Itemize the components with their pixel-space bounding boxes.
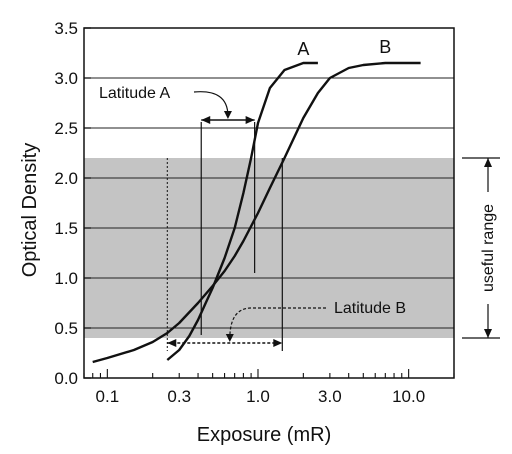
y-tick-label: 1.5 (54, 219, 78, 238)
latitude-a-label-bg (96, 83, 192, 103)
y-tick-label: 0.5 (54, 319, 78, 338)
latitude-a-leader-tip (223, 111, 232, 119)
plot-frame (83, 27, 455, 379)
latitude-b-leader (229, 307, 326, 340)
latitude-b-leader-tip (225, 334, 234, 342)
x-tick-label: 0.1 (96, 387, 120, 406)
x-tick-label: 10.0 (392, 387, 425, 406)
x-tick-label: 1.0 (246, 387, 270, 406)
useful-range-label: useful range (480, 204, 497, 292)
x-axis-title: Exposure (mR) (197, 424, 331, 446)
curve-a-label: A (297, 39, 309, 59)
latitude-b-arrowhead-right (273, 339, 283, 347)
y-tick-label: 2.5 (54, 119, 78, 138)
y-axis-title: Optical Density (19, 143, 41, 278)
latitude-b-label-bg (330, 297, 426, 319)
latitude-a-arrowhead-right (245, 116, 255, 124)
x-tick-label: 3.0 (318, 387, 342, 406)
y-tick-label: 1.0 (54, 269, 78, 288)
curve-b-label: B (379, 37, 391, 57)
latitude-a-leader (193, 91, 229, 117)
latitude-a-arrowhead-left (201, 116, 211, 124)
useful-range-arrowhead-bottom (484, 329, 492, 338)
useful-range-arrowhead-top (484, 158, 492, 167)
latitude-a-label: Latitude A (99, 85, 171, 102)
y-tick-label: 3.0 (54, 69, 78, 88)
latitude-b-label: Latitude B (334, 300, 406, 317)
curve-a (166, 61, 318, 361)
curve-b (92, 61, 421, 364)
x-tick-label: 0.3 (167, 387, 191, 406)
y-tick-label: 3.5 (54, 19, 78, 38)
latitude-b-arrowhead-left (167, 339, 177, 347)
y-tick-label: 2.0 (54, 169, 78, 188)
y-tick-label: 0.0 (54, 369, 78, 388)
